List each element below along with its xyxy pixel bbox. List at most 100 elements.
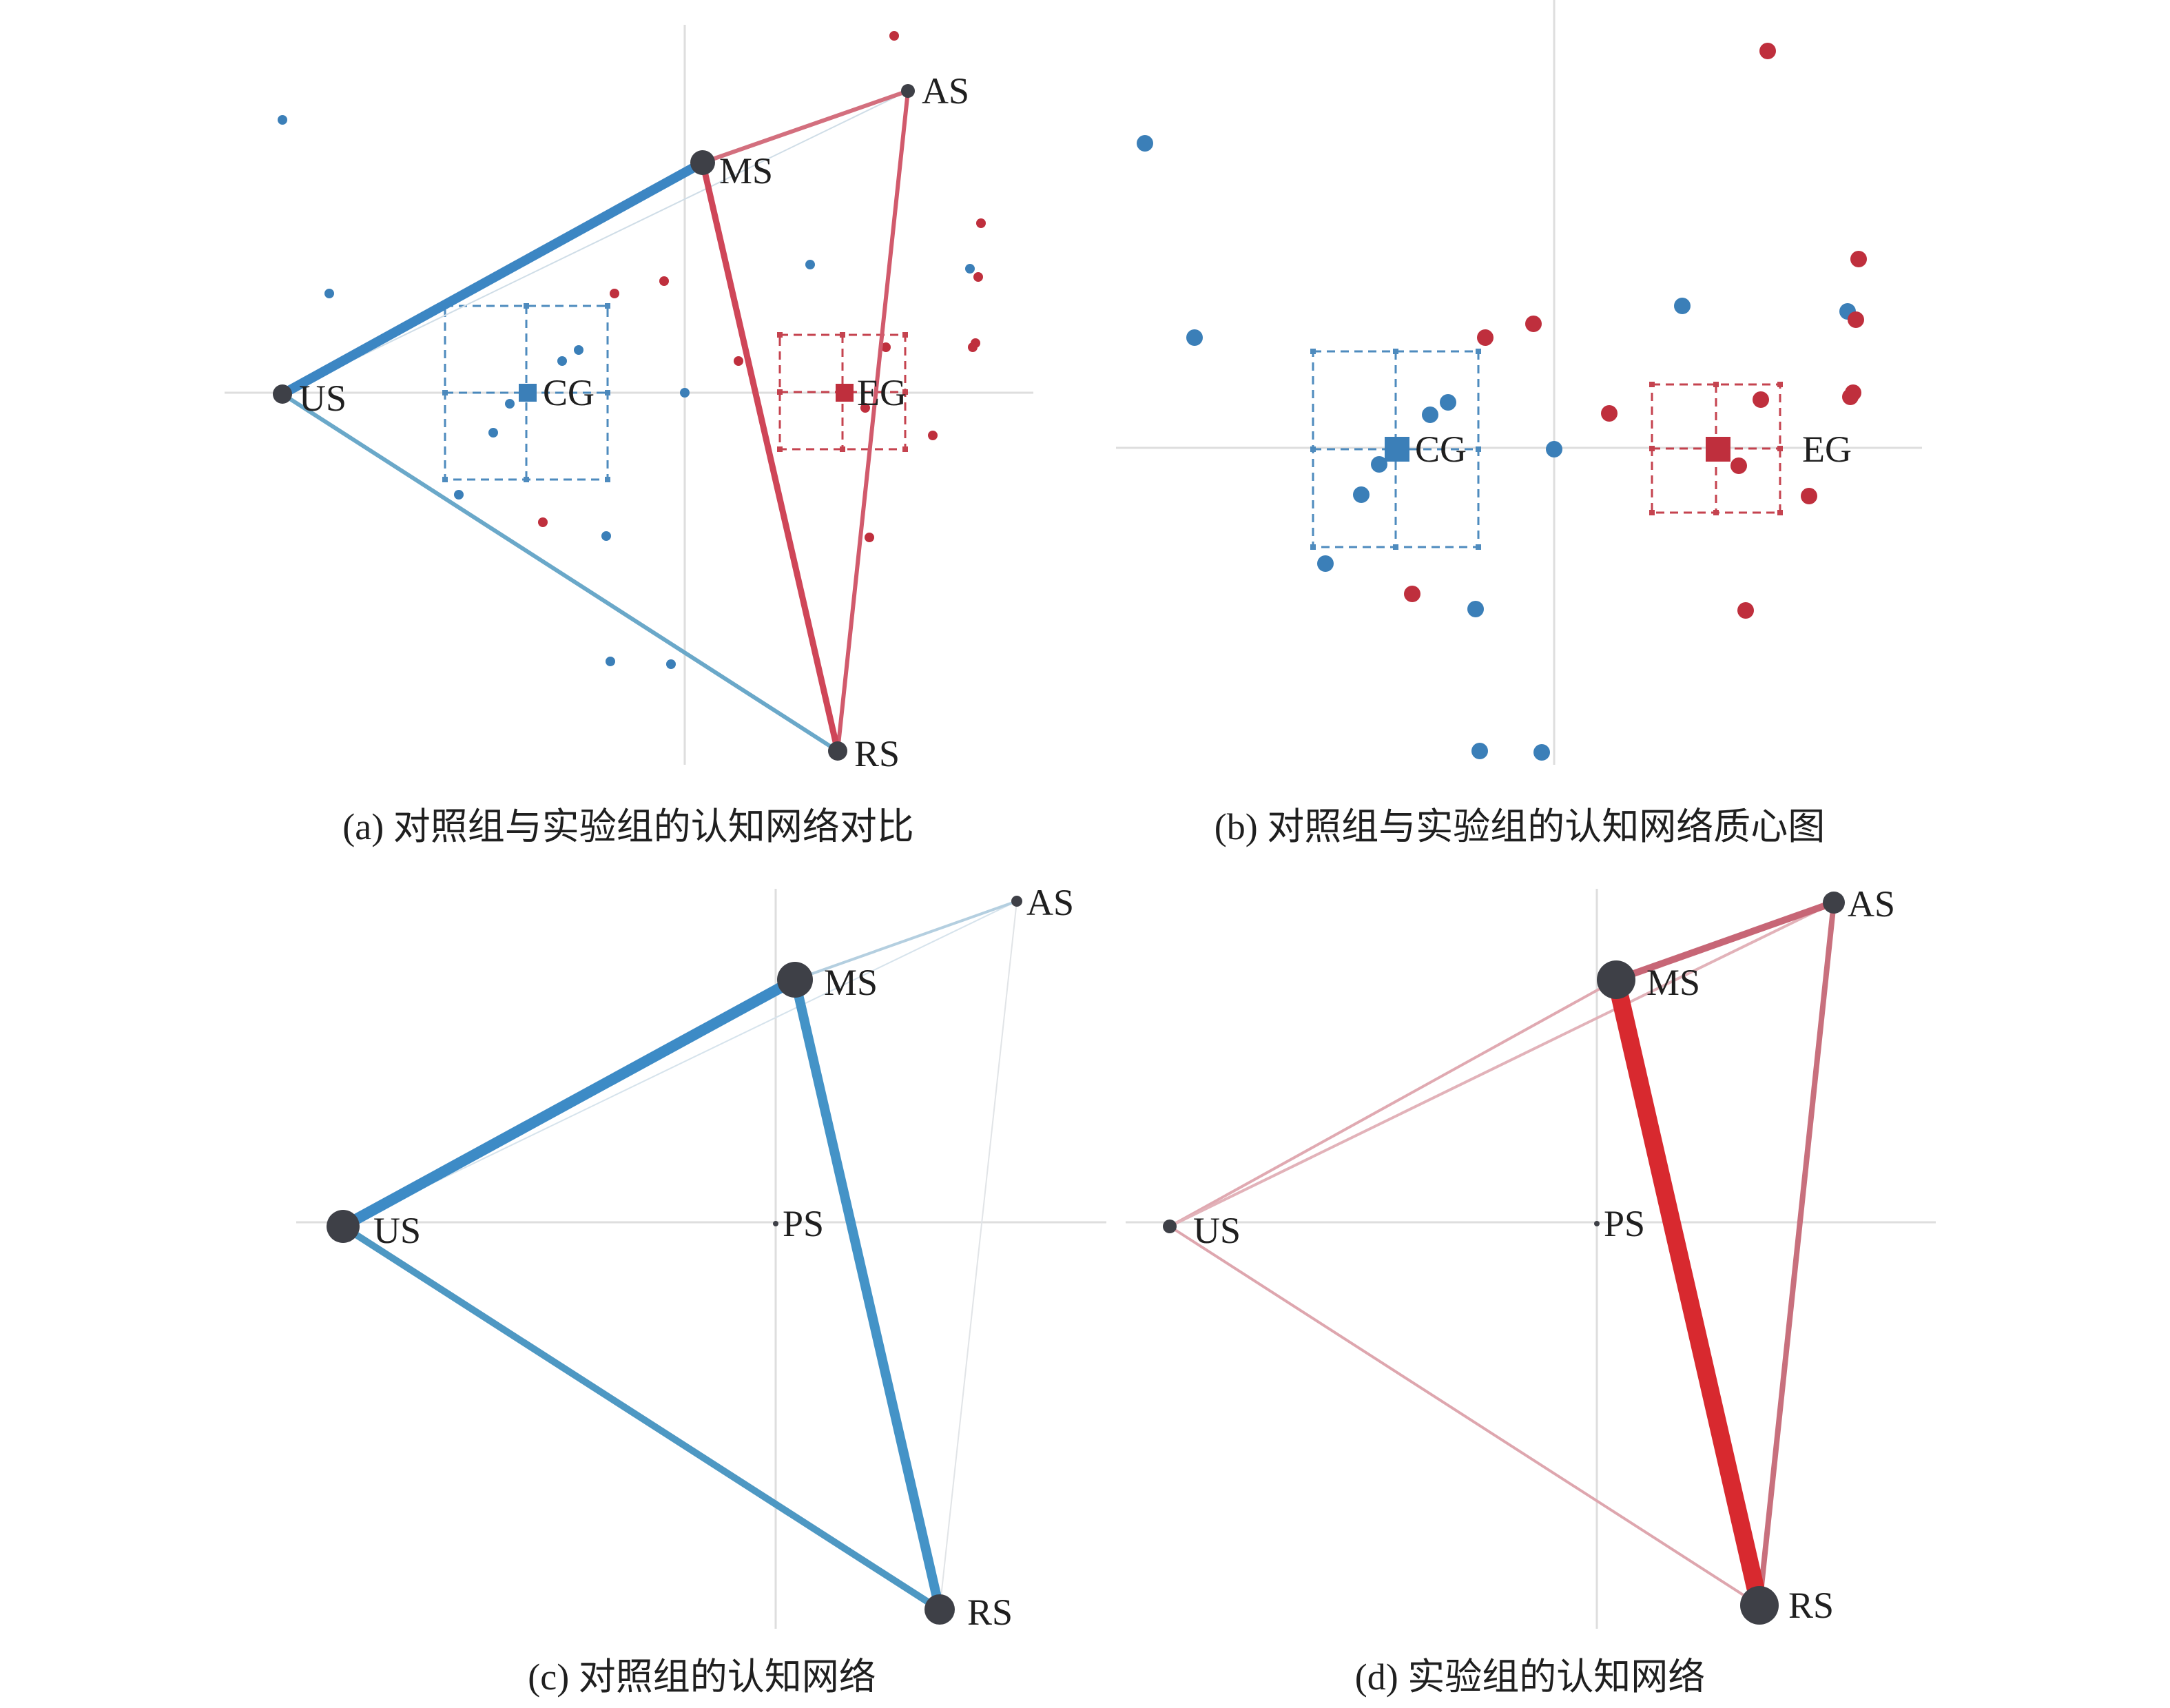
panel-a-edge-ms-rs (699, 159, 841, 754)
panel-d-node-ps (1594, 1221, 1600, 1226)
panel-d-edge-as-rs (1757, 900, 1837, 1608)
panel-b-point-control (1317, 555, 1334, 572)
panel-c-edge-ms-rs (790, 975, 944, 1614)
panel-a-point-control (606, 657, 615, 666)
panel-a-point-control (666, 659, 676, 669)
panel-b-point-control (1422, 407, 1438, 423)
panel-a-point-experimental (973, 272, 983, 282)
panel-a-point-control (324, 289, 334, 298)
panel-b-point-control (1471, 743, 1488, 759)
panel-b-point-experimental (1801, 488, 1817, 504)
confidence-box-marker (1310, 544, 1316, 550)
confidence-box-marker (1310, 446, 1316, 452)
confidence-box-marker (1713, 382, 1719, 387)
confidence-box-marker (902, 389, 908, 395)
panel-b-point-control (1137, 135, 1153, 152)
panel-c-edge-us-ms (338, 974, 800, 1232)
panel-a-point-experimental (734, 356, 743, 366)
panel-b-point-experimental (1842, 389, 1859, 405)
confidence-box-marker (1777, 382, 1783, 387)
panel-a-point-experimental (659, 276, 669, 286)
panel-c-node-rs (924, 1594, 955, 1625)
panel-d-node-label-rs: RS (1788, 1585, 1834, 1626)
panel-a-point-experimental (860, 403, 870, 413)
confidence-box-marker (1476, 544, 1481, 550)
confidence-box-marker (605, 303, 610, 309)
panel-d-edge-us-as (1168, 901, 1835, 1228)
panel-d-edge-us-ms (1168, 978, 1618, 1228)
panel-b-centroid-label-eg: EG (1802, 429, 1852, 470)
panel-a-point-control (488, 428, 498, 438)
panel-a-node-label-rs: RS (854, 733, 900, 774)
panel-b-point-experimental (1601, 405, 1618, 422)
panel-a-edge-ms-as (701, 89, 910, 165)
panel-c-node-as (1011, 896, 1022, 907)
confidence-box-marker (840, 332, 845, 338)
panel-a-node-label-as: AS (922, 70, 969, 112)
panel-b-point-experimental (1753, 391, 1769, 408)
panel-d-node-label-us: US (1193, 1210, 1241, 1251)
panel-b-point-control (1186, 329, 1203, 346)
panel-c-edge-us-rs (340, 1223, 943, 1613)
panel-b-point-experimental (1730, 457, 1747, 474)
panel-c-node-ms (777, 962, 813, 998)
panel-c-caption: (c) 对照组的认知网络 (528, 1656, 876, 1698)
confidence-box-marker (1649, 510, 1655, 515)
panel-a-edge-us-ms (278, 158, 707, 399)
panel-b-point-experimental (1404, 586, 1420, 602)
panel-a-point-control (505, 399, 515, 409)
panel-a-point-experimental (538, 517, 548, 527)
panel-b-centroid-cg (1385, 437, 1409, 462)
panel-d-node-label-as: AS (1848, 883, 1895, 925)
panel-a-centroid-label-eg: EG (857, 372, 907, 413)
panel-b-point-control (1546, 441, 1562, 457)
panel-d-node-as (1823, 892, 1845, 914)
confidence-box-marker (1476, 446, 1481, 452)
panel-a-point-control (601, 531, 611, 541)
panel-a-node-rs (828, 741, 847, 761)
panel-b-confidence-box-eg (1649, 382, 1783, 515)
confidence-box-marker (1777, 510, 1783, 515)
panel-a-point-experimental (968, 342, 978, 352)
confidence-box-marker (1777, 446, 1783, 451)
confidence-box-marker (777, 332, 783, 338)
panel-d: US MS AS RS PS (1126, 883, 1936, 1629)
panel-a-point-control (574, 345, 583, 355)
panel-b-centroid-eg (1706, 437, 1730, 462)
panel-b-point-control (1440, 394, 1456, 411)
panel-b-point-experimental (1759, 43, 1776, 59)
panel-b-point-control (1467, 601, 1484, 617)
panel-b-point-experimental (1477, 329, 1494, 346)
panel-c-node-label-us: US (373, 1210, 421, 1251)
panel-b-point-control (1674, 298, 1691, 314)
panel-d-edge-ms-as (1613, 899, 1837, 983)
panel-a-point-control (965, 264, 975, 274)
panel-d-node-ms (1597, 960, 1635, 999)
panel-a-edge-us-rs (280, 392, 840, 753)
panel-c-edge-us-as (342, 901, 1017, 1227)
confidence-box-marker (605, 390, 610, 395)
panel-b: CG EG (1116, 0, 1922, 765)
panel-a-point-experimental (976, 218, 986, 228)
panel-a-centroid-eg (836, 384, 854, 402)
panel-a-edge-us-as (282, 90, 909, 395)
panel-a-point-control (278, 115, 287, 125)
panel-a-node-label-ms: MS (719, 150, 773, 192)
panel-a-point-control (680, 388, 690, 398)
panel-c-node-label-ps: PS (783, 1203, 824, 1244)
panel-c-edge-ms-as (794, 900, 1018, 981)
panel-d-caption: (d) 实验组的认知网络 (1355, 1656, 1705, 1698)
panel-b-point-experimental (1525, 316, 1542, 332)
confidence-box-marker (1713, 510, 1719, 515)
panel-a-point-control (557, 356, 567, 366)
confidence-box-marker (777, 446, 783, 452)
panel-a-point-experimental (889, 31, 899, 41)
panel-a-point-experimental (610, 289, 619, 298)
panel-d-node-rs (1740, 1586, 1779, 1625)
confidence-box-marker (442, 390, 448, 395)
panel-b-point-control (1371, 456, 1387, 473)
panel-b-point-experimental (1848, 311, 1864, 328)
confidence-box-marker (840, 446, 845, 452)
panel-d-edge-ms-rs (1607, 971, 1768, 1614)
